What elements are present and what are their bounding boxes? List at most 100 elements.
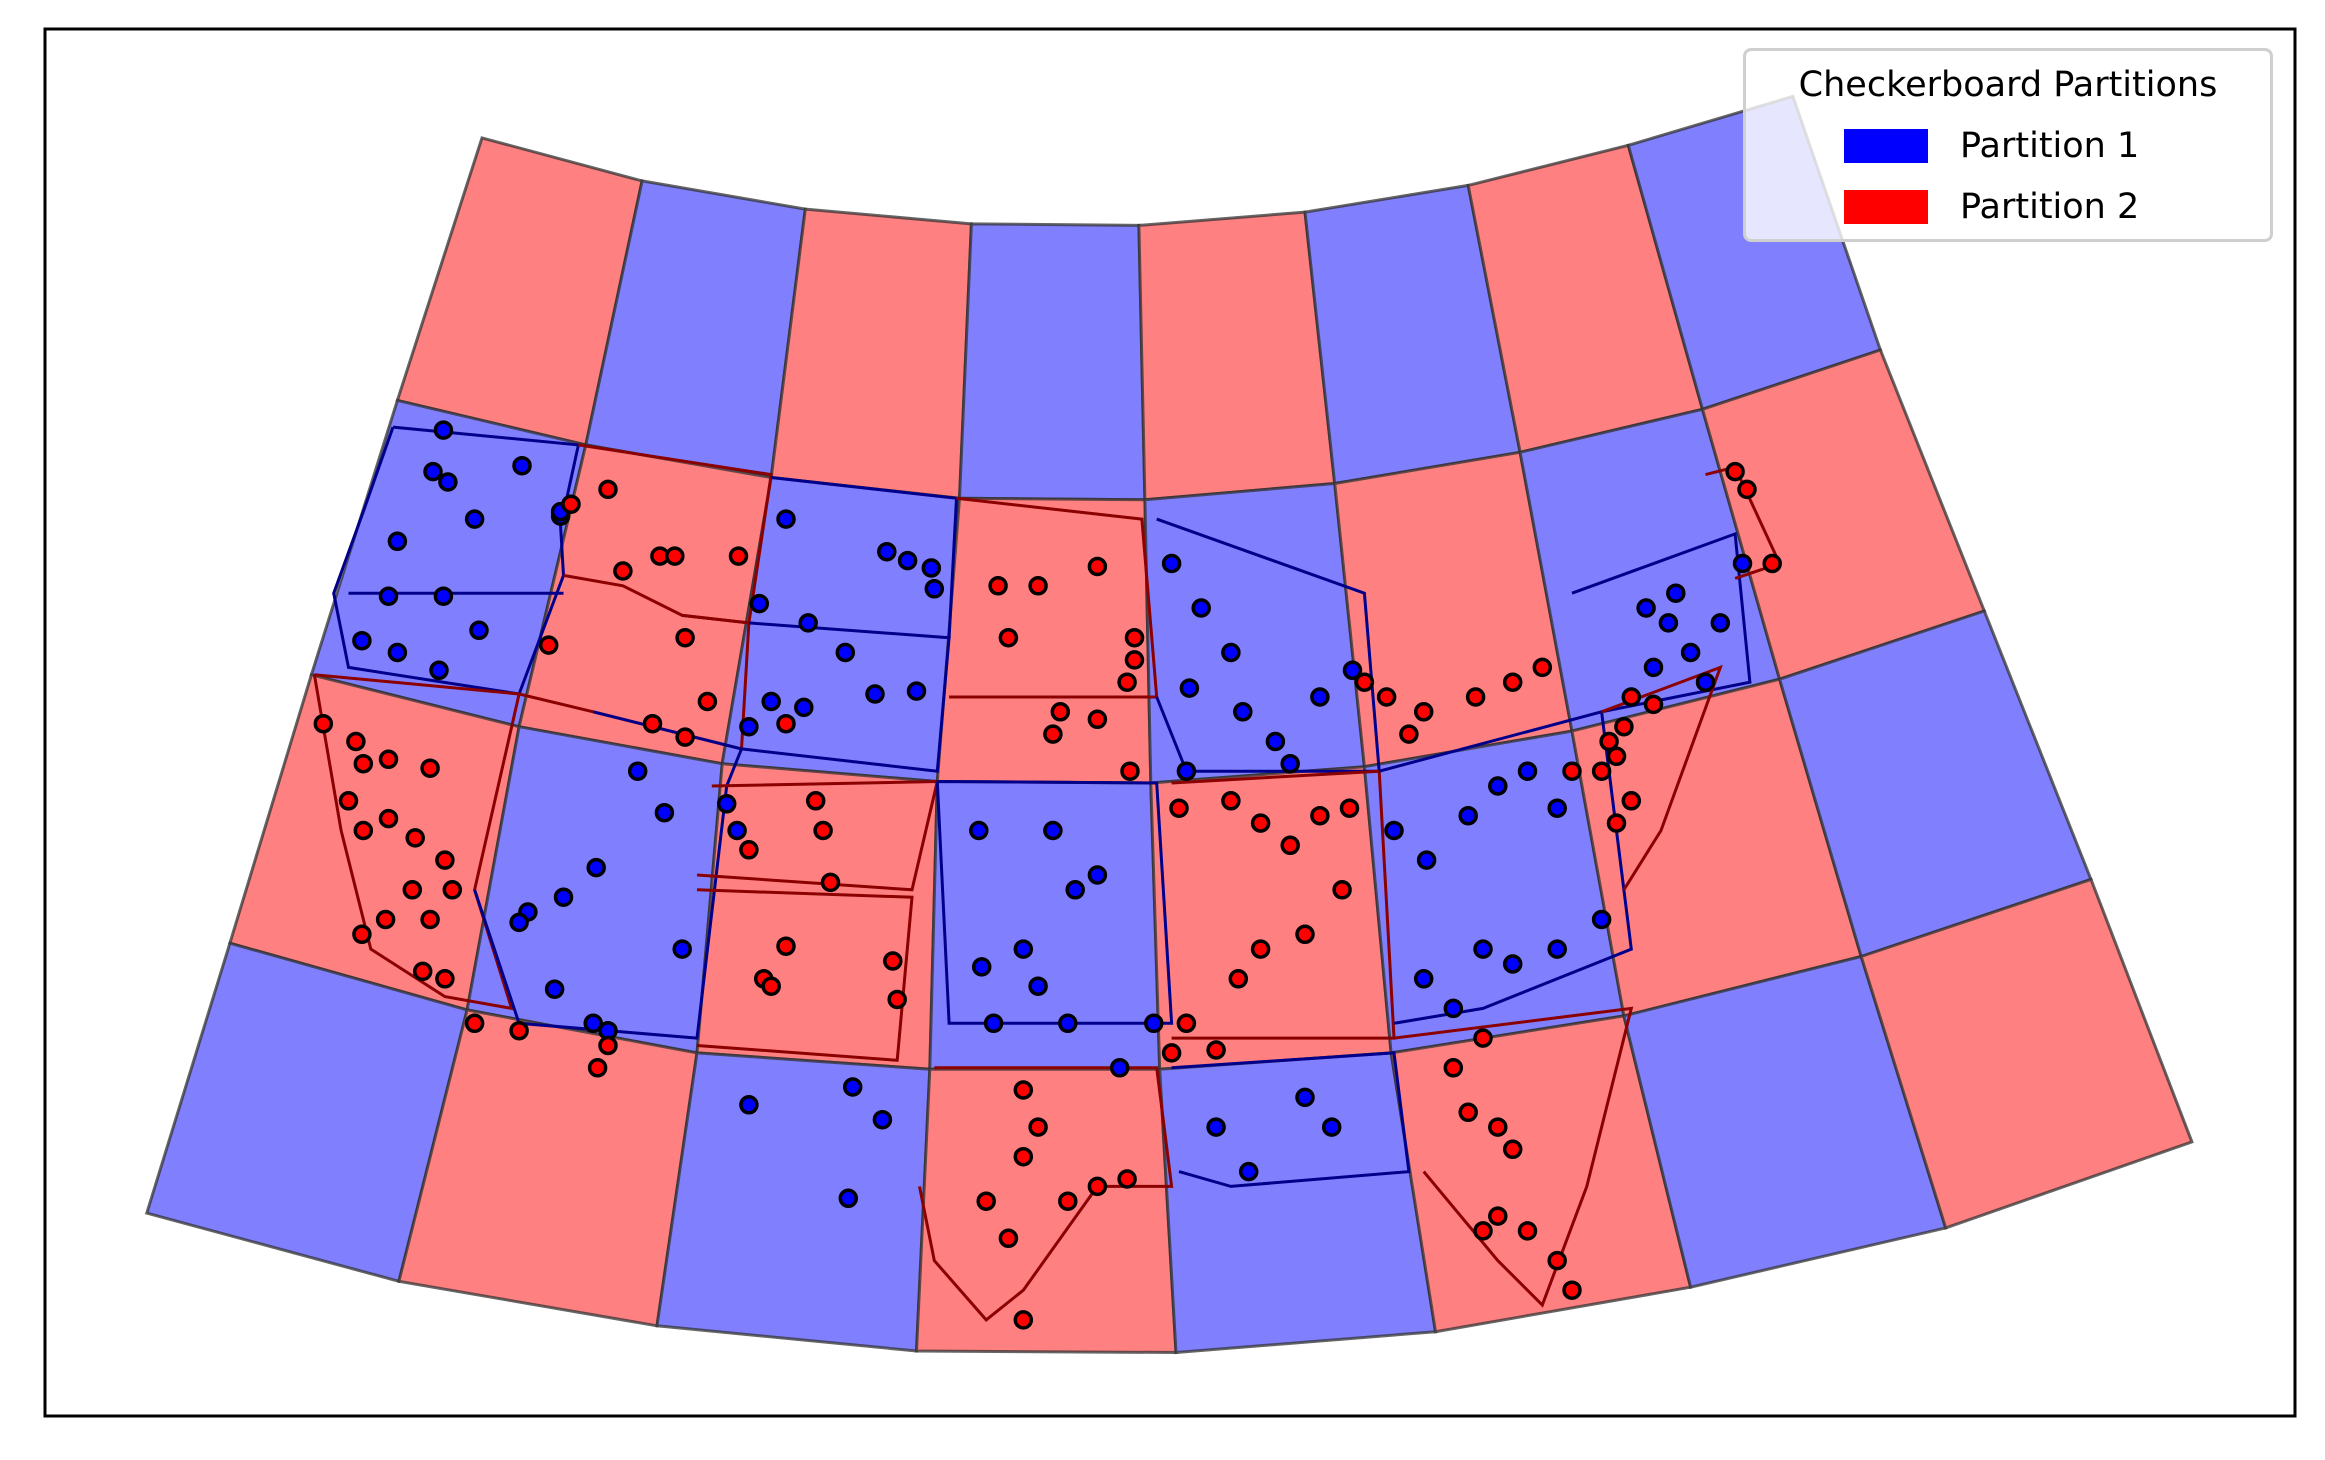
partition-1-point: [1144, 1013, 1164, 1034]
partition-2-point: [1250, 939, 1271, 959]
partition-2-cell: [1859, 877, 2194, 1230]
partition-2-point: [353, 820, 374, 841]
partition-1-point: [469, 620, 489, 641]
legend-title: Checkerboard Partitions: [1798, 65, 2218, 105]
partition-2-point: [1399, 724, 1419, 744]
partition-1-point: [1695, 672, 1716, 692]
state-boundary: [1601, 664, 1723, 891]
partition-2-point: [442, 880, 463, 900]
partition-2-point: [464, 1013, 485, 1034]
partition-1-point: [897, 550, 918, 571]
partition-1-point: [971, 957, 992, 977]
partition-2-point: [1124, 627, 1145, 648]
partition-2-point: [1606, 813, 1627, 833]
partition-2-point: [375, 909, 396, 930]
partition-2-point: [587, 1058, 608, 1078]
state-boundary: [935, 780, 1174, 1025]
partition-1-point: [1488, 776, 1508, 796]
partition-1-point: [387, 531, 408, 552]
partition-2-cell: [769, 207, 973, 500]
partition-2-point: [1502, 672, 1523, 692]
partition-1-point: [586, 857, 606, 878]
partition-1-point: [906, 681, 927, 701]
partition-2-point: [988, 576, 1008, 596]
state-boundary: [741, 621, 951, 773]
partition-1-point: [1280, 753, 1300, 774]
partition-1-point: [1161, 553, 1182, 574]
partition-2-point: [405, 828, 425, 848]
partition-2-point: [1737, 479, 1757, 500]
partition-2-point: [739, 840, 759, 860]
grid-cells: [144, 94, 2194, 1355]
state-boundary: [696, 888, 914, 1062]
partition-2-point: [776, 936, 796, 956]
partition-1-point: [1109, 1058, 1130, 1078]
partition-2-point: [1562, 761, 1582, 781]
partition-2-point: [338, 791, 359, 811]
partition-1-point: [1238, 1161, 1259, 1182]
partition-2-point: [1473, 1221, 1493, 1241]
partition-1-point: [1321, 1117, 1342, 1137]
partition-1-point: [1636, 598, 1656, 618]
partition-1-point: [877, 541, 897, 562]
partition-2-point: [352, 924, 372, 945]
partition-2-point: [598, 479, 618, 500]
partition-2-point: [378, 808, 399, 829]
partition-1-point: [739, 1095, 759, 1115]
partition-2-point: [1488, 1206, 1508, 1226]
partition-2-point: [420, 909, 440, 930]
partition-2-point: [813, 820, 833, 841]
partition-2-point: [435, 850, 455, 870]
partition-1-point: [553, 887, 574, 907]
partition-1-point: [387, 642, 408, 663]
partition-1-point: [1502, 954, 1523, 974]
partition-1-point: [924, 579, 945, 599]
axes-frame: [43, 27, 2297, 1418]
partition-2-point: [883, 951, 903, 971]
partition-2-point: [1473, 1028, 1493, 1048]
partition-2-point: [1013, 1146, 1034, 1167]
partition-1-point: [1028, 976, 1048, 996]
partition-2-point: [1280, 835, 1300, 856]
partition-1-cell: [928, 779, 1162, 1071]
partition-2-cell: [935, 496, 1153, 785]
partition-2-point: [1169, 798, 1189, 818]
partition-2-point: [1250, 813, 1271, 833]
partition-1-point: [1087, 865, 1108, 885]
partition-1-point: [761, 691, 781, 712]
partition-1-point: [749, 593, 770, 614]
partition-1-point: [1547, 798, 1567, 818]
partition-2-point: [665, 546, 685, 566]
partition-2-point: [1725, 461, 1745, 482]
partition-2-point: [1206, 1040, 1226, 1060]
partition-1-point: [654, 802, 675, 823]
legend-item-partition-2: Partition 2: [1844, 182, 2139, 232]
partition-1-point: [794, 697, 814, 718]
state-boundary: [696, 779, 940, 892]
partition-2-point: [805, 791, 826, 811]
partition-2-point: [1221, 791, 1241, 811]
partition-2-point: [1295, 924, 1315, 945]
partition-2-point: [1087, 709, 1108, 730]
partition-2-point: [1488, 1117, 1508, 1137]
partition-1-point: [1206, 1117, 1226, 1137]
partition-1-point: [1176, 761, 1197, 781]
partition-2-point: [420, 758, 440, 778]
partition-1-point: [1732, 553, 1753, 574]
partition-1-point: [727, 820, 747, 841]
state-boundary: [1171, 1051, 1411, 1188]
partition-1-swatch: [1844, 129, 1928, 163]
partition-2-point: [697, 691, 718, 712]
partition-2-point: [1228, 969, 1249, 989]
legend-item-partition-1: Partition 1: [1844, 121, 2139, 171]
partition-2-point: [1176, 1013, 1197, 1034]
partition-2-point: [1599, 731, 1619, 752]
partition-2-point: [613, 561, 633, 581]
partition-2-point: [1465, 687, 1486, 707]
partition-2-point: [1621, 791, 1642, 811]
partition-1-point: [1643, 657, 1664, 678]
partition-2-point: [1606, 746, 1627, 767]
partition-1-point: [1458, 805, 1478, 826]
partition-1-point: [872, 1109, 893, 1130]
partition-1-point: [1413, 969, 1434, 989]
